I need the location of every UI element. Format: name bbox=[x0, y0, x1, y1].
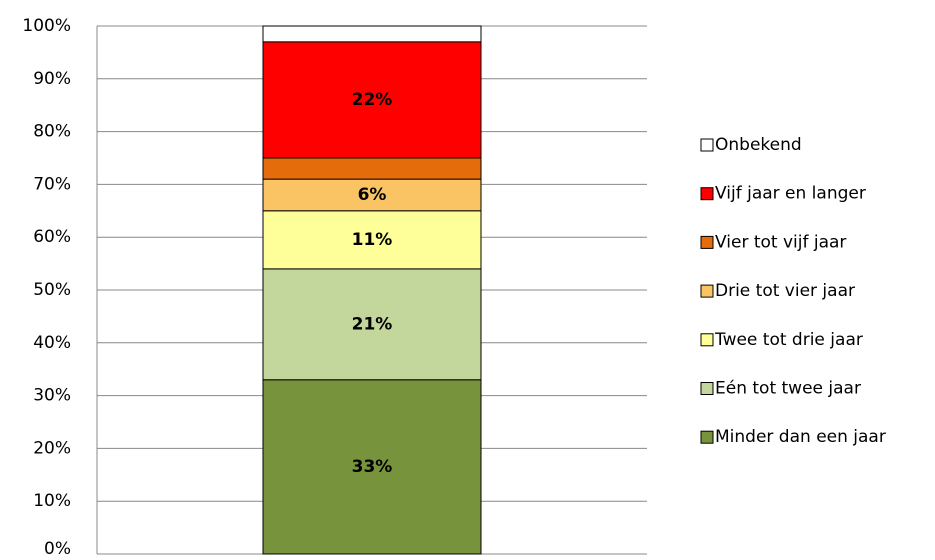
value-label: 21% bbox=[352, 314, 393, 334]
bar-segment bbox=[262, 25, 482, 43]
y-tick-label: 10% bbox=[33, 491, 71, 511]
y-tick-label: 80% bbox=[33, 122, 71, 142]
legend-label: Drie tot vier jaar bbox=[715, 281, 855, 301]
y-tick-label: 0% bbox=[44, 539, 71, 559]
y-tick-label: 40% bbox=[33, 333, 71, 353]
legend-label: Eén tot twee jaar bbox=[715, 379, 861, 399]
y-tick-label: 50% bbox=[33, 280, 71, 300]
legend-label: Minder dan een jaar bbox=[715, 427, 886, 447]
y-tick-label: 20% bbox=[33, 438, 71, 458]
legend-swatch bbox=[700, 187, 714, 201]
value-label: 22% bbox=[352, 90, 393, 110]
bar-segment bbox=[262, 41, 482, 159]
legend-swatch bbox=[700, 382, 714, 395]
value-label: 6% bbox=[358, 185, 387, 205]
y-tick-label: 70% bbox=[33, 174, 71, 194]
y-tick-label: 30% bbox=[33, 386, 71, 406]
bar-segment bbox=[262, 157, 482, 180]
legend-swatch bbox=[700, 430, 714, 444]
legend-label: Vijf jaar en langer bbox=[715, 184, 866, 204]
value-label: 11% bbox=[352, 230, 393, 250]
value-label: 33% bbox=[352, 457, 393, 477]
legend-label: Vier tot vijf jaar bbox=[715, 232, 846, 252]
legend-swatch bbox=[700, 284, 714, 298]
legend-swatch bbox=[700, 138, 714, 152]
legend-label: Twee tot drie jaar bbox=[714, 330, 863, 350]
legend-swatch bbox=[700, 333, 714, 347]
bar-segment bbox=[262, 379, 482, 555]
legend-swatch bbox=[700, 235, 714, 249]
legend-label: Onbekend bbox=[715, 135, 802, 155]
y-tick-label: 100% bbox=[22, 16, 71, 36]
y-tick-label: 90% bbox=[33, 69, 71, 89]
y-tick-label: 60% bbox=[33, 227, 71, 247]
bar-segment bbox=[262, 268, 482, 381]
